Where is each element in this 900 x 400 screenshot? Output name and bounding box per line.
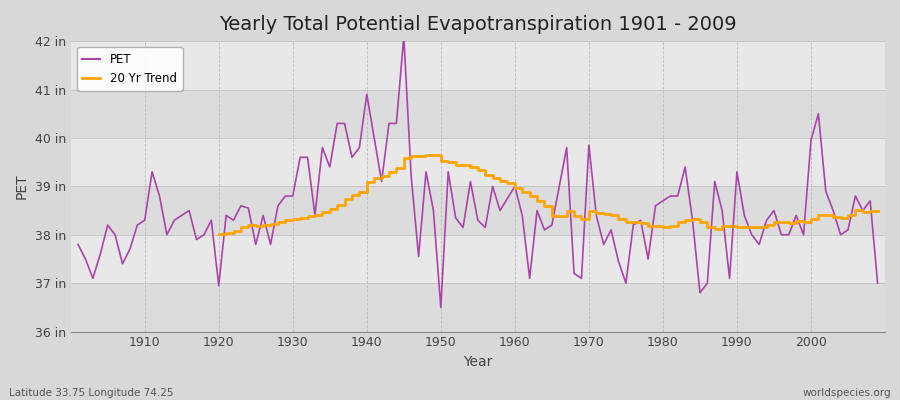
- PET: [517, 213, 527, 218]
- Bar: [71, 41, 885, 90]
- PET: [872, 281, 883, 286]
- PET: [295, 155, 306, 160]
- Bar: [71, 138, 885, 186]
- PET: [339, 121, 350, 126]
- PET: [73, 242, 84, 247]
- 20 Yr Trend: [420, 152, 431, 157]
- Bar: [71, 283, 885, 332]
- Legend: PET, 20 Yr Trend: PET, 20 Yr Trend: [76, 47, 183, 91]
- PET: [399, 34, 410, 39]
- Y-axis label: PET: PET: [15, 174, 29, 199]
- Text: Latitude 33.75 Longitude 74.25: Latitude 33.75 Longitude 74.25: [9, 388, 174, 398]
- PET: [132, 223, 143, 228]
- PET: [525, 276, 535, 281]
- 20 Yr Trend: [872, 209, 883, 214]
- Bar: [71, 235, 885, 283]
- Text: worldspecies.org: worldspecies.org: [803, 388, 891, 398]
- 20 Yr Trend: [783, 220, 794, 225]
- Line: PET: PET: [78, 36, 878, 307]
- PET: [613, 259, 624, 264]
- Bar: [71, 186, 885, 235]
- Title: Yearly Total Potential Evapotranspiration 1901 - 2009: Yearly Total Potential Evapotranspiratio…: [219, 15, 736, 34]
- 20 Yr Trend: [413, 154, 424, 159]
- Bar: [71, 90, 885, 138]
- PET: [436, 305, 446, 310]
- 20 Yr Trend: [680, 217, 690, 222]
- X-axis label: Year: Year: [464, 355, 492, 369]
- 20 Yr Trend: [769, 219, 779, 224]
- 20 Yr Trend: [302, 214, 313, 219]
- Line: 20 Yr Trend: 20 Yr Trend: [219, 154, 878, 234]
- 20 Yr Trend: [213, 232, 224, 236]
- 20 Yr Trend: [850, 208, 860, 212]
